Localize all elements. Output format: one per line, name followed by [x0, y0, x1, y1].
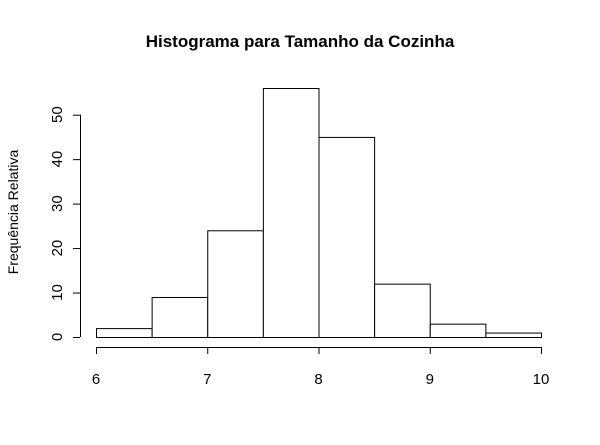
histogram-bar-4	[318, 136, 376, 338]
histogram-bar-7	[485, 332, 542, 338]
y-tick-label-0: 0	[49, 333, 66, 341]
histogram-bar-5	[374, 283, 431, 338]
histogram-bar-1	[151, 296, 209, 339]
y-tick-label-30: 30	[49, 195, 66, 212]
chart-title: Histograma para Tamanho da Cozinha	[145, 32, 455, 51]
y-tick-label-10: 10	[49, 284, 66, 301]
histogram-bar-6	[429, 323, 487, 338]
x-tick-label-7: 7	[203, 371, 211, 388]
histogram-bar-3	[262, 88, 320, 338]
y-tick-label-20: 20	[49, 240, 66, 257]
x-tick-label-8: 8	[314, 371, 322, 388]
histogram-bar-0	[96, 328, 153, 339]
y-axis-label: Frequência Relativa	[5, 150, 21, 275]
x-tick-label-9: 9	[426, 371, 434, 388]
x-tick-label-6: 6	[92, 371, 100, 388]
x-tick-label-10: 10	[533, 371, 550, 388]
y-tick-label-40: 40	[49, 151, 66, 168]
y-tick-label-50: 50	[49, 106, 66, 123]
histogram-bar-2	[207, 230, 264, 339]
